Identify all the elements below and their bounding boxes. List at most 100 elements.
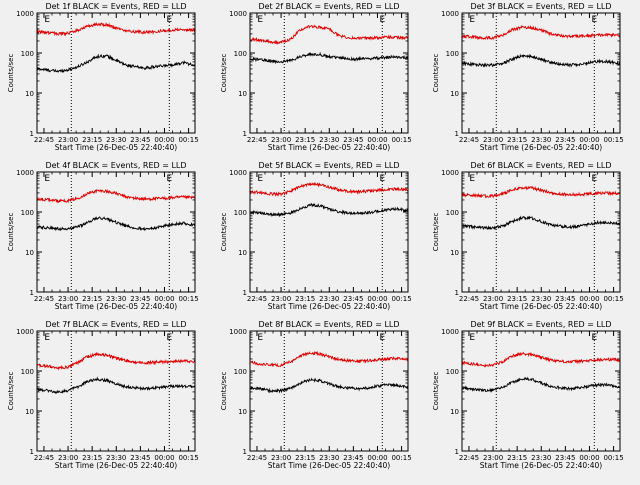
x-tick-label: 22:45 bbox=[34, 454, 54, 462]
series-line-events bbox=[249, 202, 409, 218]
series-line-lld bbox=[36, 351, 196, 371]
y-tick-label: 100 bbox=[21, 50, 34, 58]
x-tick-label: 00:00 bbox=[367, 454, 387, 462]
x-tick-label: 23:45 bbox=[130, 136, 150, 144]
event-marker-label: E bbox=[44, 333, 50, 343]
x-tick-label: 23:00 bbox=[58, 295, 78, 303]
series-line-lld bbox=[249, 24, 409, 45]
x-tick-label: 23:00 bbox=[271, 454, 291, 462]
y-tick-label: 1000 bbox=[441, 10, 459, 18]
x-tick-label: 00:00 bbox=[154, 295, 174, 303]
x-tick-label: 23:45 bbox=[343, 454, 363, 462]
y-tick-label: 1 bbox=[243, 289, 247, 297]
y-axis-label: Counts/sec bbox=[432, 213, 440, 252]
event-marker-label: E bbox=[591, 15, 597, 25]
panel-det-1: Det 1f BLACK = Events, RED = LLD Counts/s… bbox=[7, 2, 199, 152]
event-marker-label: E bbox=[166, 333, 172, 343]
event-marker-label: E bbox=[591, 333, 597, 343]
x-tick-label: 23:00 bbox=[483, 136, 503, 144]
y-tick-label: 1 bbox=[455, 448, 459, 456]
x-tick-label: 00:00 bbox=[579, 454, 599, 462]
x-tick-label: 22:45 bbox=[247, 136, 267, 144]
y-tick-label: 1000 bbox=[16, 10, 34, 18]
plot-frame bbox=[461, 171, 621, 293]
x-tick-label: 00:00 bbox=[579, 295, 599, 303]
x-tick-label: 23:30 bbox=[319, 136, 339, 144]
y-tick-label: 1 bbox=[243, 448, 247, 456]
x-tick-label: 00:15 bbox=[178, 454, 198, 462]
event-marker-label: E bbox=[379, 333, 385, 343]
series-line-events bbox=[249, 51, 409, 65]
plot-frame bbox=[36, 12, 196, 134]
x-tick-label: 23:30 bbox=[531, 136, 551, 144]
x-tick-label: 23:00 bbox=[483, 295, 503, 303]
event-marker-label: E bbox=[379, 174, 385, 184]
y-tick-label: 10 bbox=[450, 408, 459, 416]
panel-det-9: Det 9f BLACK = Events, RED = LLD Counts/s… bbox=[432, 320, 624, 470]
x-axis-label: Start Time (26-Dec-05 22:40:40) bbox=[55, 302, 177, 311]
y-tick-label: 1 bbox=[30, 448, 34, 456]
x-tick-label: 23:30 bbox=[531, 454, 551, 462]
x-axis-label: Start Time (26-Dec-05 22:40:40) bbox=[480, 302, 602, 311]
event-marker-label: E bbox=[257, 15, 263, 25]
panel-det-4: Det 4f BLACK = Events, RED = LLD Counts/s… bbox=[7, 161, 199, 311]
x-tick-label: 22:45 bbox=[247, 295, 267, 303]
series-line-events bbox=[36, 216, 196, 232]
plot-frame bbox=[249, 330, 409, 452]
panel-det-5: Det 5f BLACK = Events, RED = LLD Counts/s… bbox=[220, 161, 412, 311]
x-tick-label: 22:45 bbox=[34, 136, 54, 144]
x-tick-label: 23:45 bbox=[130, 295, 150, 303]
series-line-lld bbox=[36, 188, 196, 204]
x-tick-label: 00:00 bbox=[579, 136, 599, 144]
x-tick-label: 23:30 bbox=[319, 454, 339, 462]
x-tick-label: 00:15 bbox=[178, 295, 198, 303]
y-axis-label: Counts/sec bbox=[220, 54, 228, 93]
event-marker-label: E bbox=[166, 174, 172, 184]
y-tick-label: 100 bbox=[234, 209, 247, 217]
x-tick-label: 23:00 bbox=[58, 454, 78, 462]
x-tick-label: 23:45 bbox=[555, 295, 575, 303]
series-line-events bbox=[36, 53, 196, 74]
x-tick-label: 23:00 bbox=[58, 136, 78, 144]
plot-frame bbox=[461, 330, 621, 452]
series-line-lld bbox=[461, 185, 621, 199]
y-tick-label: 100 bbox=[234, 50, 247, 58]
event-marker-label: E bbox=[166, 15, 172, 25]
x-axis-label: Start Time (26-Dec-05 22:40:40) bbox=[268, 143, 390, 152]
x-tick-label: 23:00 bbox=[483, 454, 503, 462]
panel-title: Det 6f BLACK = Events, RED = LLD bbox=[470, 161, 611, 170]
panel-title: Det 7f BLACK = Events, RED = LLD bbox=[45, 320, 186, 329]
y-tick-label: 10 bbox=[450, 249, 459, 257]
series-line-events bbox=[461, 215, 621, 231]
x-tick-label: 23:30 bbox=[106, 295, 126, 303]
series-line-events bbox=[461, 53, 621, 68]
event-marker-label: E bbox=[379, 15, 385, 25]
panel-det-8: Det 8f BLACK = Events, RED = LLD Counts/s… bbox=[220, 320, 412, 470]
y-axis-label: Counts/sec bbox=[7, 213, 15, 252]
y-tick-label: 100 bbox=[21, 368, 34, 376]
y-tick-label: 100 bbox=[446, 368, 459, 376]
x-tick-label: 22:45 bbox=[459, 295, 479, 303]
event-marker-label: E bbox=[469, 15, 475, 25]
x-tick-label: 23:45 bbox=[343, 136, 363, 144]
y-tick-label: 1 bbox=[455, 130, 459, 138]
plot-frame bbox=[461, 12, 621, 134]
y-tick-label: 10 bbox=[238, 249, 247, 257]
series-line-lld bbox=[461, 351, 621, 368]
event-marker-label: E bbox=[469, 333, 475, 343]
event-marker-label: E bbox=[591, 174, 597, 184]
event-marker-label: E bbox=[469, 174, 475, 184]
series-line-lld bbox=[249, 182, 409, 197]
y-tick-label: 10 bbox=[25, 408, 34, 416]
x-tick-label: 23:30 bbox=[531, 295, 551, 303]
x-axis-label: Start Time (26-Dec-05 22:40:40) bbox=[55, 143, 177, 152]
y-tick-label: 100 bbox=[446, 50, 459, 58]
event-marker-label: E bbox=[257, 174, 263, 184]
panel-det-6: Det 6f BLACK = Events, RED = LLD Counts/s… bbox=[432, 161, 624, 311]
event-marker-label: E bbox=[257, 333, 263, 343]
panel-det-7: Det 7f BLACK = Events, RED = LLD Counts/s… bbox=[7, 320, 199, 470]
y-tick-label: 100 bbox=[446, 209, 459, 217]
x-tick-label: 23:15 bbox=[82, 136, 102, 144]
panel-title: Det 4f BLACK = Events, RED = LLD bbox=[45, 161, 186, 170]
